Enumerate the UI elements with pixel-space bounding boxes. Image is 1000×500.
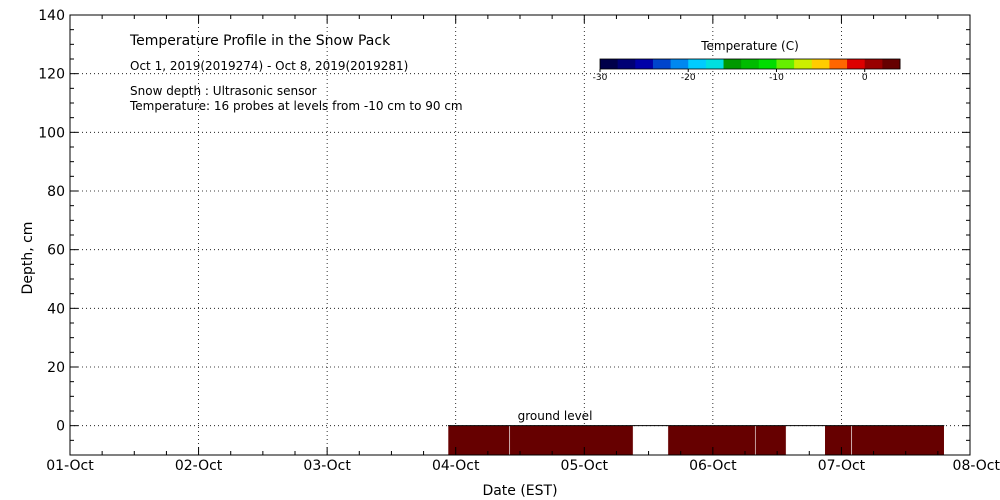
x-axis-title: Date (EST) [482,483,557,499]
colorbar-swatch [670,59,689,69]
chart-subtitle: Oct 1, 2019(2019274) - Oct 8, 2019(20192… [130,59,408,73]
y-tick-label: 0 [56,419,65,435]
x-tick-label: 03-Oct [303,458,351,474]
temperature-block [851,425,945,456]
colorbar-swatch [882,59,901,69]
colorbar-swatch [829,59,848,69]
y-tick-label: 100 [38,125,65,141]
x-tick-label: 04-Oct [432,458,480,474]
ground-level-label: ground level [518,409,593,423]
colorbar-frame [599,58,901,70]
y-tick-label: 140 [38,8,65,24]
colorbar-swatch [811,59,830,69]
colorbar-swatch [688,59,707,69]
colorbar-swatch [652,59,672,69]
colorbar-swatch [794,59,813,69]
chart-title: Temperature Profile in the Snow Pack [129,33,391,49]
colorbar: -30 -20 -10 0 [593,58,901,83]
colorbar-swatch [635,59,654,69]
colorbar-tick-label: -20 [681,73,696,83]
y-tick-label: 20 [47,360,65,376]
temperature-blocks [447,425,945,456]
colorbar-swatch [617,59,636,69]
x-tick-label: 06-Oct [689,458,737,474]
y-tick-label: 40 [47,301,65,317]
x-tick-label: 02-Oct [175,458,223,474]
colorbar-swatch [600,59,619,69]
x-tick-label: 01-Oct [46,458,94,474]
annotation-snow-depth: Snow depth : Ultrasonic sensor [130,84,317,98]
grid-layer [70,15,970,455]
temperature-block [824,425,853,456]
temperature-block [447,425,511,456]
colorbar-swatch [741,59,760,69]
x-tick-label: 05-Oct [561,458,609,474]
colorbar-swatch [847,59,866,69]
y-tick-label: 60 [47,243,65,259]
temperature-block [667,425,756,456]
temperature-block [509,425,634,456]
annotation-temperature: Temperature: 16 probes at levels from -1… [129,99,463,113]
colorbar-swatch [864,59,883,69]
colorbar-tick-label: -30 [593,73,608,83]
y-tick-label: 80 [47,184,65,200]
colorbar-swatch [705,59,725,69]
y-tick-label: 120 [38,67,65,83]
x-tick-label: 08-Oct [953,458,1000,474]
x-tick-label: 07-Oct [818,458,866,474]
colorbar-tick-label: 0 [862,73,868,83]
colorbar-swatch [776,59,795,69]
colorbar-title: Temperature (C) [700,39,799,53]
plot-frame [69,14,971,456]
colorbar-swatch [723,59,742,69]
temperature-block [754,425,787,456]
colorbar-swatch [758,59,777,69]
axis-ticks: 0 20 40 60 80 100 120 140 01-Oct 02-Oct 03-Oct 04-O… [38,8,1000,474]
colorbar-tick-label: -10 [769,73,784,83]
y-axis-title: Depth, cm [20,222,36,295]
